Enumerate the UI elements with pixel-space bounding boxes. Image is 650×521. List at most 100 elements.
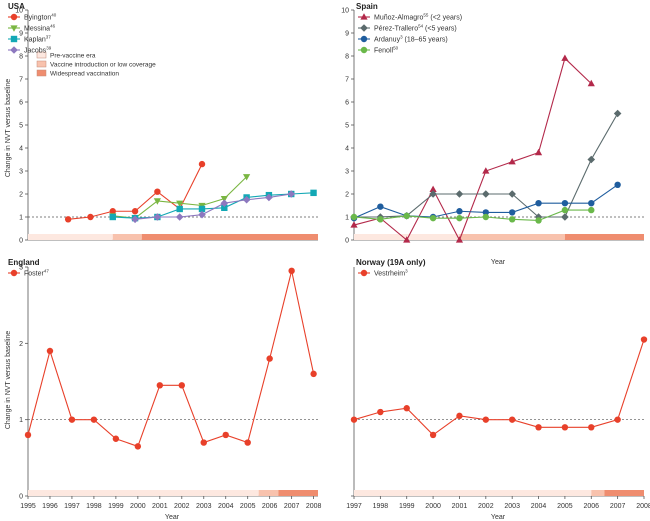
y-tick-label: 0 <box>19 494 23 501</box>
legend-entry: Messina46 <box>8 24 56 33</box>
series-line <box>353 209 592 222</box>
x-tick-label: 2005 <box>240 503 256 510</box>
data-point <box>429 431 437 439</box>
y-tick-label: 1 <box>19 215 23 222</box>
era-bar-wide <box>141 234 318 240</box>
series-line <box>353 57 592 242</box>
y-tick-label: 6 <box>19 100 23 107</box>
y-tick-label: 3 <box>19 169 23 176</box>
panel-england: 0 1 2 3 1995 1996 1997 1998 1999 2000 2001 2002 2003… <box>8 265 321 510</box>
data-point <box>377 216 384 223</box>
data-point <box>535 217 542 224</box>
x-tick-label: 2004 <box>531 503 547 510</box>
panel-title-england: England <box>8 258 40 267</box>
panel-norway: 1997 1998 1999 2000 2001 2002 2003 2004 2005 2006… <box>346 267 650 510</box>
y-tick-label: 1 <box>345 215 349 222</box>
era-bar-wide <box>278 490 318 496</box>
legend-entry: Muñoz-Almagro55 (<2 years) <box>358 13 462 22</box>
legend-ref: 40 <box>51 13 57 18</box>
x-tick-label: 2008 <box>636 503 650 510</box>
legend-marker <box>10 25 18 32</box>
x-tick-label: 2004 <box>218 503 234 510</box>
legend-marker <box>10 46 18 54</box>
data-point <box>429 185 437 192</box>
data-point <box>221 204 228 211</box>
x-tick-label: 2002 <box>478 503 494 510</box>
x-tick-label: 1996 <box>42 503 58 510</box>
legend-entry: Ardanuy3 (18–65 years) <box>358 35 448 44</box>
panel-title-spain: Spain <box>356 2 378 11</box>
data-point <box>508 216 516 223</box>
x-tick-label: 2006 <box>583 503 599 510</box>
data-point <box>175 213 184 221</box>
data-point <box>482 209 490 216</box>
data-point <box>288 267 295 275</box>
data-point <box>198 205 206 213</box>
series-line <box>354 113 619 218</box>
series-jacobs <box>131 190 296 224</box>
series-line <box>353 339 645 436</box>
era-bar-intro <box>258 490 279 496</box>
y-tick-label: 2 <box>19 192 23 199</box>
x-tick-label: 2000 <box>425 503 441 510</box>
data-point <box>310 189 317 197</box>
legend-label: Ardanuy3 (18–65 years) <box>374 35 448 44</box>
data-point <box>242 195 251 204</box>
legend-marker <box>10 13 18 21</box>
series-vestrheim <box>350 336 648 439</box>
legend-note: (<2 years) <box>428 15 462 22</box>
data-point <box>534 148 543 156</box>
data-point <box>482 416 490 423</box>
x-tick-label: 1997 <box>346 503 362 510</box>
y-tick-label: 0 <box>19 238 23 245</box>
series-fenoll <box>350 206 595 224</box>
x-tick-label: 2001 <box>152 503 168 510</box>
x-tick-label: 1999 <box>108 503 124 510</box>
legend-label: Byington40 <box>24 13 57 22</box>
legend-label: Pérez-Trallero54 (<5 years) <box>374 24 457 33</box>
series-foster <box>24 267 317 450</box>
data-point <box>535 200 542 207</box>
data-point <box>350 213 358 221</box>
legend-marker <box>10 35 18 43</box>
data-point <box>613 109 622 118</box>
x-tick-label: 1999 <box>399 503 415 510</box>
data-point <box>561 54 569 61</box>
data-point <box>403 236 411 243</box>
legend-label: Muñoz-Almagro55 (<2 years) <box>374 13 462 22</box>
era-bar-wide <box>604 490 644 496</box>
data-point <box>222 431 229 439</box>
y-tick-label: 10 <box>15 8 23 15</box>
data-point <box>87 213 94 221</box>
data-point <box>535 424 542 431</box>
y-tick-label: 2 <box>345 192 349 199</box>
panel-title-norway: Norway (19A only) <box>356 258 426 267</box>
data-point <box>46 347 54 355</box>
x-tick-label: 1995 <box>20 503 36 510</box>
y-tick-label: 3 <box>345 169 349 176</box>
data-point <box>287 190 296 198</box>
legend-note: (<5 years) <box>423 26 457 33</box>
y-tick-label: 4 <box>345 146 349 153</box>
data-point <box>508 158 516 165</box>
data-point <box>90 416 98 423</box>
data-point <box>198 210 206 219</box>
era-bar-intro <box>112 234 142 240</box>
data-point <box>587 155 596 164</box>
legend-label: Jacobs39 <box>24 46 52 55</box>
y-tick-label: 5 <box>345 123 349 130</box>
legend-marker <box>360 35 368 43</box>
x-tick-label: 2003 <box>504 503 520 510</box>
data-point <box>588 424 595 431</box>
legend-entry: Kaplan37 <box>8 35 51 44</box>
data-point <box>456 214 463 222</box>
data-point <box>561 200 569 207</box>
legend-ref: 37 <box>46 35 52 40</box>
series-line <box>112 192 314 219</box>
data-point <box>198 160 206 168</box>
data-point <box>508 416 516 423</box>
legend-label: Messina46 <box>24 24 56 33</box>
series-byington <box>64 160 206 223</box>
